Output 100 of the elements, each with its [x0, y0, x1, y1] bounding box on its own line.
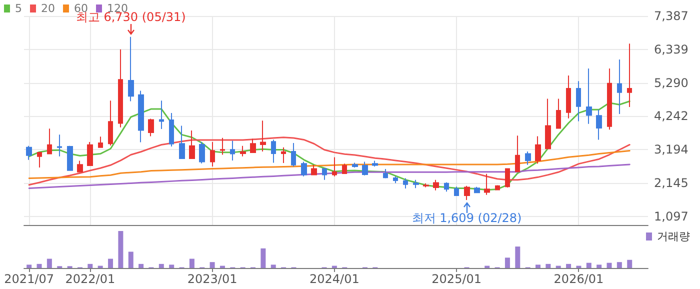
candlestick	[230, 140, 235, 161]
candlestick	[383, 168, 388, 179]
candlestick	[37, 152, 42, 168]
bar	[260, 248, 266, 268]
candlestick	[210, 141, 215, 168]
candlestick	[454, 186, 459, 196]
bar	[596, 264, 602, 268]
bar	[36, 264, 42, 268]
bar	[88, 264, 93, 268]
bar	[46, 258, 52, 268]
candlestick	[108, 100, 113, 146]
bar	[586, 262, 592, 268]
candlestick	[311, 164, 317, 176]
bar	[26, 264, 32, 268]
bar	[546, 264, 551, 268]
candlestick	[250, 138, 256, 153]
bar	[627, 260, 632, 268]
candlestick	[596, 109, 602, 140]
legend-label: 20	[41, 2, 55, 15]
candlestick	[505, 168, 510, 188]
candlestick	[77, 160, 83, 172]
y-tick-label: 2,145	[654, 176, 688, 190]
bar	[169, 264, 174, 268]
bar	[270, 264, 276, 268]
x-tick-label: 2022/01	[65, 272, 116, 286]
candlestick	[179, 125, 185, 160]
candlestick	[535, 136, 541, 164]
bar	[566, 264, 572, 268]
bar	[210, 262, 215, 268]
candlestick	[566, 74, 571, 119]
bar	[118, 231, 124, 268]
candlestick	[576, 80, 581, 122]
legend-label: 5	[15, 2, 22, 15]
candlestick	[413, 179, 419, 189]
candlestick	[515, 135, 520, 172]
bar	[108, 258, 114, 268]
x-tick-label: 2026/01	[554, 272, 604, 286]
candlestick	[260, 120, 266, 152]
y-tick-label: 3,194	[654, 142, 688, 157]
candlestick	[118, 48, 123, 128]
y-tick-label: 1,097	[654, 209, 688, 224]
candlestick	[138, 90, 144, 143]
candlestick	[342, 163, 347, 174]
candlestick	[372, 160, 378, 168]
bar	[158, 264, 164, 268]
candlestick	[627, 43, 632, 108]
candlestick	[545, 98, 551, 150]
candlestick	[159, 100, 164, 130]
candlestick	[98, 136, 103, 148]
candlestick	[271, 139, 276, 164]
y-tick-label: 7,387	[654, 9, 688, 23]
bar	[606, 262, 612, 268]
candlestick	[148, 118, 154, 137]
candlestick	[189, 130, 195, 160]
candlestick	[281, 146, 286, 164]
candlestick	[556, 98, 561, 129]
candlestick	[128, 36, 134, 102]
candlestick	[67, 145, 73, 171]
legend-label: 거래량	[657, 230, 690, 243]
x-tick-label: 2021/07	[4, 272, 54, 286]
candlestick	[607, 68, 612, 130]
candlestick	[484, 173, 490, 196]
candlestick	[352, 162, 358, 168]
candlestick	[26, 145, 32, 160]
annotation: 최저 1,609 (02/28)	[412, 210, 522, 225]
candlestick	[301, 161, 307, 177]
bar	[515, 246, 520, 268]
line-series	[28, 100, 630, 191]
candlestick	[423, 182, 429, 188]
candlestick	[87, 141, 93, 166]
line-series	[28, 150, 630, 179]
candlestick	[57, 134, 62, 157]
x-tick-label: 2024/01	[310, 272, 360, 286]
candlestick	[169, 112, 174, 147]
candlestick	[444, 182, 449, 192]
y-tick-label: 4,242	[654, 109, 688, 124]
bar	[504, 258, 510, 268]
candlestick	[403, 178, 408, 189]
bar	[128, 252, 134, 268]
candlestick	[47, 128, 52, 154]
x-tick-label: 2023/01	[187, 272, 238, 286]
bar	[536, 264, 541, 268]
candlestick	[322, 168, 327, 180]
candlestick	[240, 145, 246, 157]
candlestick	[433, 179, 439, 191]
x-tick-label: 2025/01	[432, 272, 482, 286]
candlestick	[332, 156, 337, 177]
candlestick	[525, 151, 531, 166]
candlestick	[617, 59, 622, 114]
candlestick	[393, 176, 398, 184]
line-series	[28, 136, 630, 186]
bar	[138, 264, 144, 268]
candlestick	[464, 185, 470, 200]
bar	[616, 262, 622, 268]
candlestick	[220, 137, 225, 156]
y-tick-label: 5,290	[654, 76, 688, 90]
line-series	[28, 164, 630, 189]
y-tick-label: 6,339	[654, 42, 688, 56]
candlestick	[362, 161, 368, 176]
candlestick	[495, 184, 500, 190]
